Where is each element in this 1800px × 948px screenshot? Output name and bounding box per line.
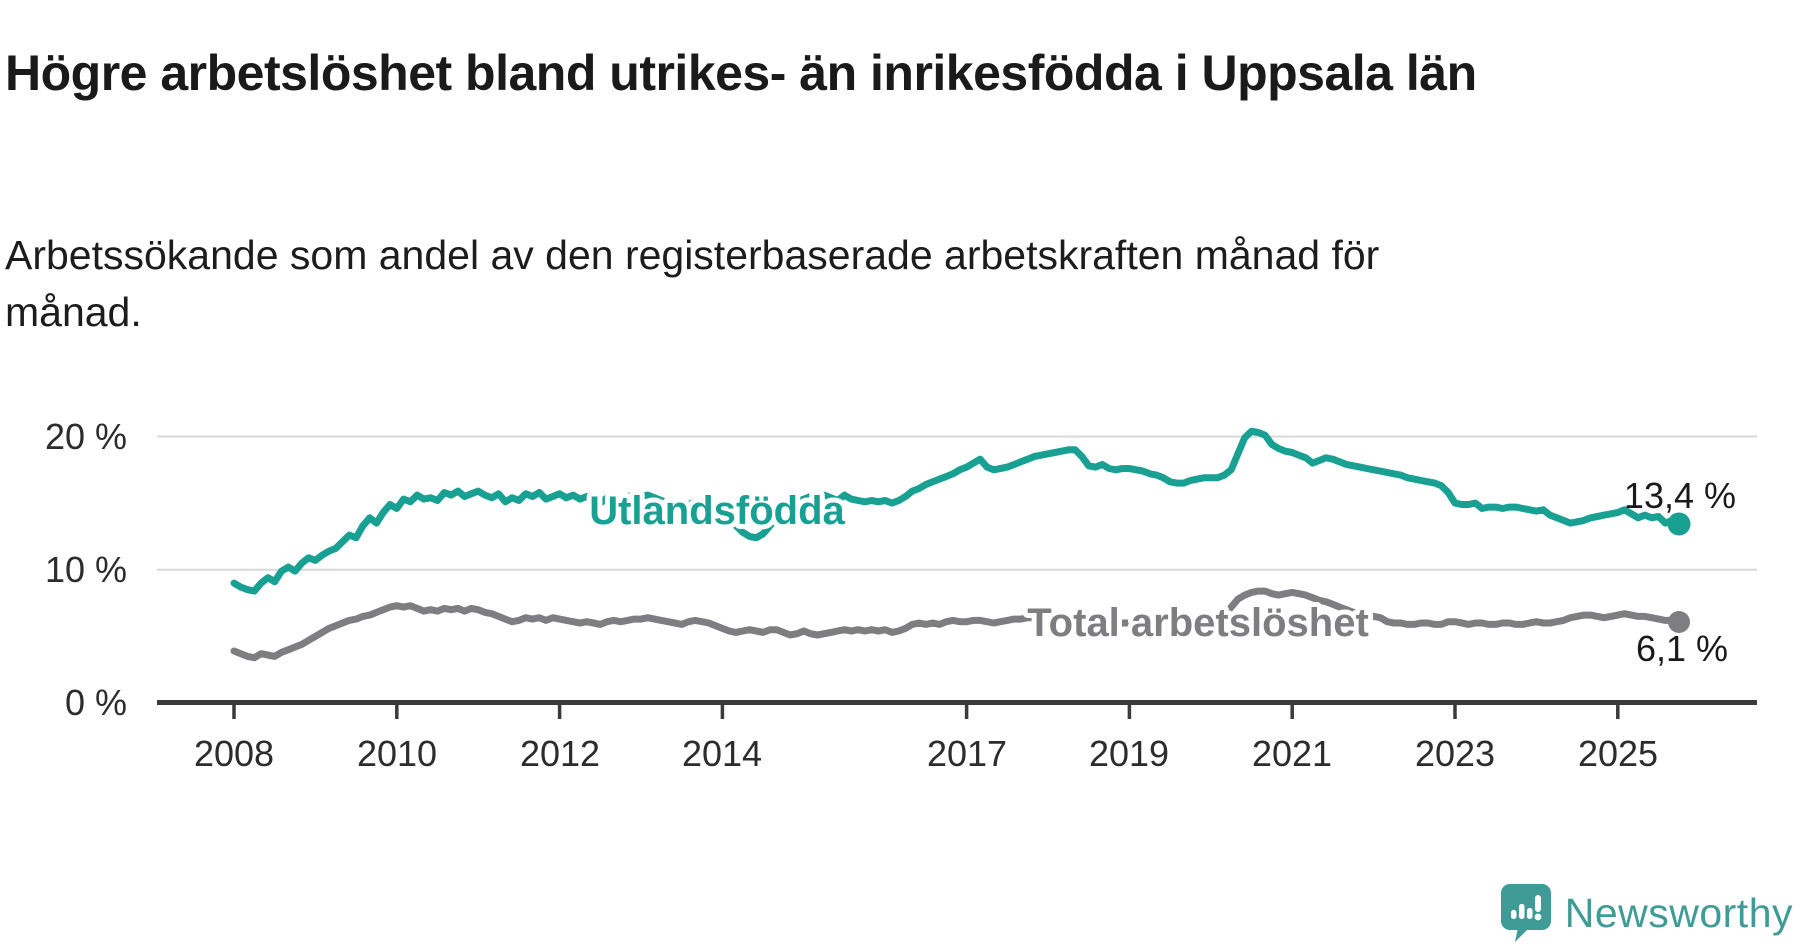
series-label-total-arbetsloshet: Total arbetslöshet (1027, 601, 1369, 645)
end-value-utlandsfodda: 13,4 % (1624, 475, 1736, 516)
x-tick-label-2014: 2014 (682, 733, 762, 774)
label-layer: 0 % 10 % 20 % 2008 2010 2012 2014 2017 2… (45, 416, 1736, 774)
y-tick-label-10: 10 % (45, 549, 127, 590)
newsworthy-logo-text: Newsworthy (1564, 889, 1793, 936)
x-tick-label-2021: 2021 (1252, 733, 1332, 774)
series-line-total (230, 587, 1683, 662)
y-tick-label-0: 0 % (65, 682, 127, 723)
newsworthy-logo: Newsworthy (1500, 884, 1793, 942)
x-tick-label-2019: 2019 (1089, 733, 1169, 774)
x-tick-label-2025: 2025 (1578, 733, 1658, 774)
x-tick-label-2017: 2017 (927, 733, 1007, 774)
newsworthy-speech-bubble-chart-icon (1500, 884, 1551, 942)
x-tick-label-2010: 2010 (357, 733, 437, 774)
y-tick-label-20: 20 % (45, 416, 127, 457)
axis-layer (157, 700, 1757, 719)
series-line-utlandsfodda (230, 427, 1683, 595)
end-value-total: 6,1 % (1636, 628, 1728, 669)
page-title: Högre arbetslöshet bland utrikes- än inr… (5, 44, 1477, 101)
end-dot-utlandsfodda (1667, 512, 1691, 536)
gridline-layer (157, 435, 1757, 571)
chart-subtitle: Arbetssökande som andel av den registerb… (5, 232, 1380, 335)
series-label-utlandsfodda: Utlandsfödda (589, 489, 845, 533)
series-layer (230, 427, 1683, 662)
x-tick-label-2012: 2012 (520, 733, 600, 774)
x-tick-label-2023: 2023 (1415, 733, 1495, 774)
x-tick-label-2008: 2008 (194, 733, 274, 774)
end-dot-total (1668, 611, 1690, 633)
